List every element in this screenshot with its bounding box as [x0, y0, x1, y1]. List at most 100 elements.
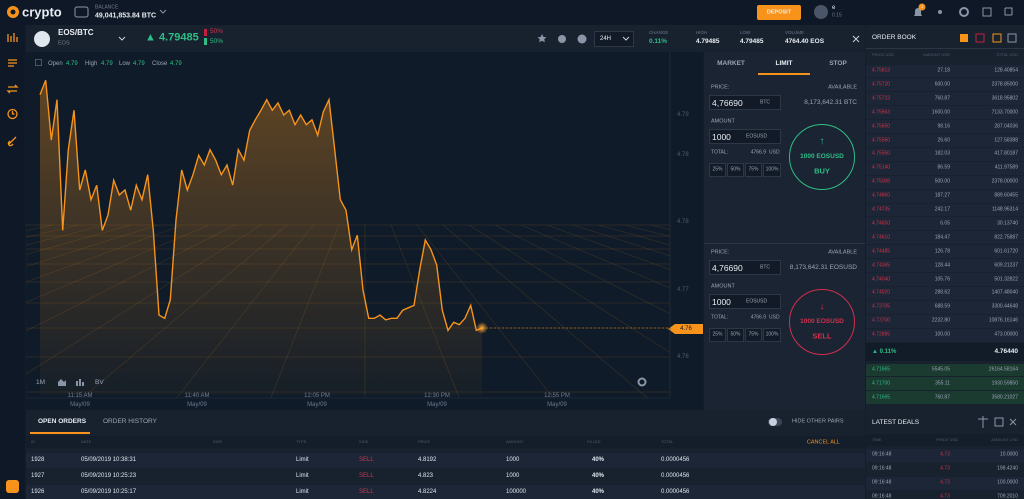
book-row[interactable]: [866, 134, 1024, 147]
book-row[interactable]: [866, 64, 1024, 78]
book-row[interactable]: [866, 273, 1024, 286]
percent-button[interactable]: [709, 328, 726, 342]
icon-exchange[interactable]: [6, 84, 19, 94]
percent-label[interactable]: 50%: [730, 166, 741, 173]
percent-label[interactable]: 25%: [712, 331, 723, 338]
order-cell: SELL: [359, 489, 374, 495]
avatar[interactable]: [814, 5, 828, 19]
percent-label[interactable]: 100%: [765, 331, 779, 338]
settings-icon[interactable]: [959, 7, 969, 17]
star-icon[interactable]: [537, 34, 547, 43]
book-row[interactable]: [866, 328, 1024, 342]
sell-button[interactable]: [789, 289, 855, 355]
book-row[interactable]: [866, 300, 1024, 314]
book-row[interactable]: [866, 231, 1024, 245]
cancel-all[interactable]: CANCEL ALL: [806, 439, 840, 446]
info-icon[interactable]: [577, 34, 587, 44]
close-pair[interactable]: [852, 35, 860, 43]
icon-link[interactable]: [7, 136, 17, 147]
amount-input[interactable]: [709, 294, 781, 309]
book-row[interactable]: [866, 286, 1024, 300]
trade-tab[interactable]: MARKET: [717, 59, 745, 67]
percent-button[interactable]: [727, 163, 744, 177]
fullscreen-icon[interactable]: [982, 7, 992, 17]
book-row[interactable]: [866, 363, 1024, 377]
expand-icon[interactable]: [1004, 7, 1013, 16]
book-row[interactable]: [866, 217, 1024, 231]
trade-tab[interactable]: LIMIT: [775, 59, 793, 67]
book-row[interactable]: [866, 175, 1024, 189]
book-row[interactable]: [866, 78, 1024, 92]
book-row[interactable]: [866, 245, 1024, 259]
order-summary[interactable]: 1000 EOSUSD: [800, 317, 844, 325]
amount-value[interactable]: 1000: [712, 131, 731, 142]
price-value[interactable]: 4,76690: [712, 97, 743, 108]
book-row[interactable]: [866, 106, 1024, 120]
amount-value[interactable]: 1000: [712, 296, 731, 307]
percent-label[interactable]: 75%: [748, 331, 759, 338]
book-expand[interactable]: [1007, 33, 1017, 43]
icon-orders[interactable]: [8, 59, 17, 67]
percent-button[interactable]: [745, 328, 762, 342]
broadcast-icon[interactable]: [938, 10, 942, 14]
book-row[interactable]: [866, 203, 1024, 217]
icon-history[interactable]: [7, 108, 18, 120]
pair-symbol[interactable]: EOS/BTC: [58, 28, 94, 37]
order-cell: 0.0000456: [661, 473, 690, 479]
book-row[interactable]: [866, 92, 1024, 106]
percent-button[interactable]: [763, 163, 781, 177]
balance-chevron[interactable]: [159, 9, 167, 14]
book-row[interactable]: [866, 161, 1024, 175]
price-input[interactable]: [709, 260, 781, 275]
icon-chart[interactable]: [7, 33, 18, 42]
percent-button[interactable]: [745, 163, 762, 177]
book-row[interactable]: [866, 120, 1024, 134]
deals-icon-1[interactable]: [978, 416, 988, 428]
period-chevron[interactable]: [622, 36, 630, 41]
book-row[interactable]: [866, 189, 1024, 203]
book-row[interactable]: [866, 377, 1024, 391]
deposit-label[interactable]: DEPOSIT: [766, 8, 792, 15]
toggle-knob[interactable]: [769, 418, 777, 426]
volume-tool[interactable]: BV: [95, 378, 104, 386]
trade-tab[interactable]: STOP: [829, 59, 847, 67]
percent-button[interactable]: [763, 328, 781, 342]
hide-pairs-label[interactable]: HIDE OTHER PAIRS: [792, 418, 844, 425]
percent-label[interactable]: 100%: [765, 166, 779, 173]
chart-icon[interactable]: [558, 35, 566, 43]
period-select[interactable]: [594, 31, 634, 47]
book-row[interactable]: [866, 259, 1024, 273]
bell-icon[interactable]: [914, 8, 922, 16]
book-mode-3[interactable]: [992, 33, 1002, 43]
amount-input[interactable]: [709, 129, 781, 144]
action-label[interactable]: SELL: [812, 331, 832, 341]
chart-settings[interactable]: [637, 377, 647, 387]
range-tool[interactable]: 1M: [36, 378, 46, 386]
legend-toggle[interactable]: [35, 59, 42, 66]
book-row[interactable]: [866, 147, 1024, 161]
percent-button[interactable]: [727, 328, 744, 342]
deals-icon-2[interactable]: [994, 417, 1004, 427]
orders-tab[interactable]: ORDER HISTORY: [103, 417, 157, 425]
order-summary[interactable]: 1000 EOSUSD: [800, 152, 844, 160]
bar-tool[interactable]: [76, 379, 84, 386]
price-value[interactable]: 4,76690: [712, 262, 743, 273]
period[interactable]: 24H: [600, 36, 612, 42]
area-tool[interactable]: [58, 379, 66, 386]
buy-button[interactable]: [789, 124, 855, 190]
percent-label[interactable]: 25%: [712, 166, 723, 173]
price-input[interactable]: [709, 95, 781, 110]
book-row[interactable]: [866, 391, 1024, 405]
book-mode-2[interactable]: [975, 33, 985, 43]
deals-close[interactable]: [1009, 418, 1017, 426]
chat-button[interactable]: [6, 480, 19, 493]
percent-label[interactable]: 50%: [730, 331, 741, 338]
book-mode-1[interactable]: [960, 34, 968, 42]
pair-chevron[interactable]: [118, 36, 126, 41]
book-row[interactable]: [866, 314, 1024, 328]
action-label[interactable]: BUY: [814, 166, 830, 176]
percent-button[interactable]: [709, 163, 726, 177]
deposit-button[interactable]: [757, 5, 801, 20]
orders-tab[interactable]: OPEN ORDERS: [38, 417, 87, 425]
percent-label[interactable]: 75%: [748, 166, 759, 173]
